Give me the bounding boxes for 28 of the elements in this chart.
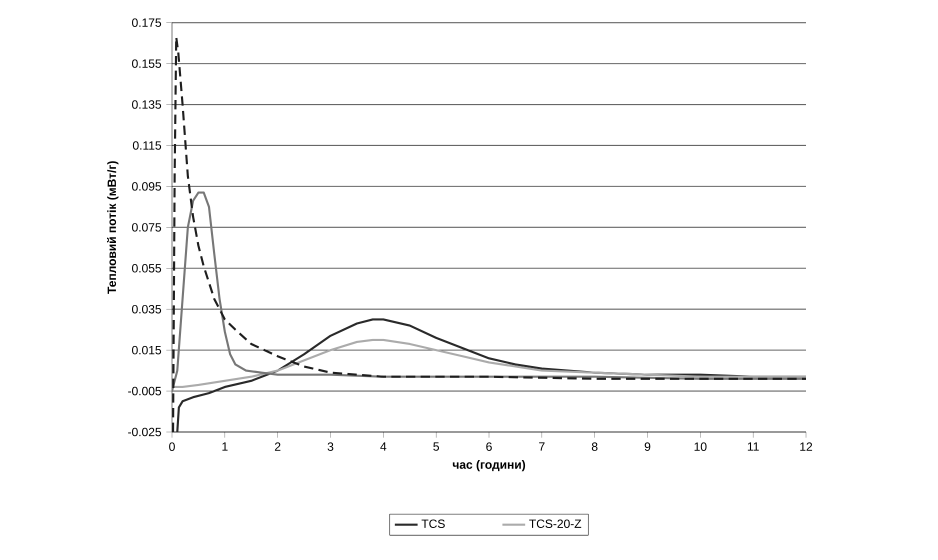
x-tick-label: 6: [486, 442, 492, 451]
legend-label: TCS-20-Z: [529, 519, 582, 528]
x-tick-label: 7: [539, 442, 545, 451]
y-tick-label: 0.015: [132, 346, 162, 354]
x-tick-label: 1: [222, 442, 228, 451]
x-tick-label: 12: [800, 442, 812, 451]
x-tick-label: 3: [328, 442, 334, 451]
x-tick-label: 4: [380, 442, 386, 451]
x-tick-label: 11: [748, 442, 759, 451]
y-tick-label: 0.135: [132, 100, 162, 109]
y-tick-label: 0.055: [132, 264, 162, 273]
y-tick-label: 0.095: [132, 182, 162, 191]
x-tick-label: 10: [694, 442, 707, 451]
y-tick-label: 0.075: [132, 223, 162, 232]
y-tick-label: 0.175: [132, 18, 162, 27]
x-tick-label: 0: [169, 442, 175, 451]
y-tick-label: -0.005: [128, 386, 162, 396]
x-tick-label: 8: [592, 442, 598, 451]
y-tick-label: -0.025: [128, 428, 162, 436]
x-tick-label: 9: [644, 442, 650, 451]
x-tick-label: 5: [433, 442, 440, 451]
y-tick-label: 0.155: [132, 59, 162, 68]
y-tick-label: 0.035: [132, 304, 162, 314]
y-axis-title: Тепловий потік (мВт/г): [107, 161, 118, 294]
legend-label: TCS: [422, 519, 445, 528]
x-tick-label: 2: [274, 442, 280, 451]
x-axis-title: час (години): [452, 460, 526, 472]
y-tick-label: 0.115: [132, 141, 162, 150]
